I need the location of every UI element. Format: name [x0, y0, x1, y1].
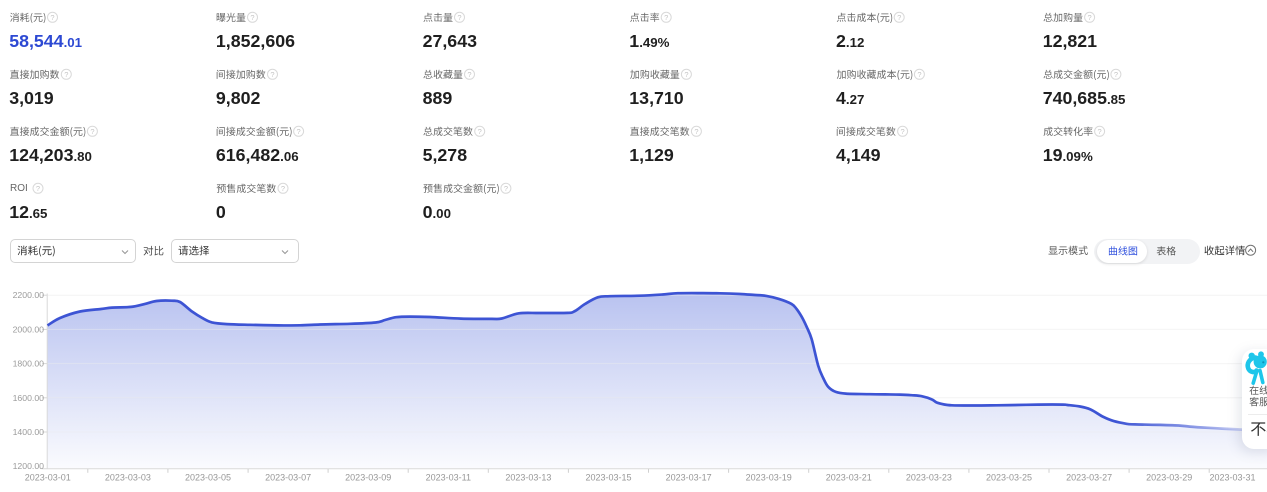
svg-text:1600.00: 1600.00 — [13, 393, 45, 403]
svg-text:2023-03-29: 2023-03-29 — [1146, 473, 1192, 483]
svg-text:2023-03-25: 2023-03-25 — [986, 473, 1032, 483]
svg-text:2200.00: 2200.00 — [13, 290, 45, 300]
svg-text:2023-03-15: 2023-03-15 — [585, 473, 631, 483]
svg-text:1200.00: 1200.00 — [13, 461, 45, 471]
svg-text:2023-03-21: 2023-03-21 — [826, 473, 872, 483]
svg-text:2000.00: 2000.00 — [13, 324, 45, 334]
svg-text:2023-03-17: 2023-03-17 — [666, 473, 712, 483]
svg-text:1800.00: 1800.00 — [13, 359, 45, 369]
svg-text:2023-03-05: 2023-03-05 — [185, 473, 231, 483]
svg-text:2023-03-07: 2023-03-07 — [265, 473, 311, 483]
svg-text:2023-03-03: 2023-03-03 — [105, 473, 151, 483]
svg-text:2023-03-19: 2023-03-19 — [746, 473, 792, 483]
svg-text:2023-03-11: 2023-03-11 — [426, 473, 471, 483]
svg-text:2023-03-13: 2023-03-13 — [505, 473, 551, 483]
svg-text:2023-03-31: 2023-03-31 — [1209, 473, 1255, 483]
svg-text:2023-03-01: 2023-03-01 — [25, 473, 71, 483]
svg-text:1400.00: 1400.00 — [13, 427, 45, 437]
svg-text:2023-03-27: 2023-03-27 — [1066, 473, 1112, 483]
svg-text:2023-03-09: 2023-03-09 — [345, 473, 391, 483]
svg-text:2023-03-23: 2023-03-23 — [906, 473, 952, 483]
